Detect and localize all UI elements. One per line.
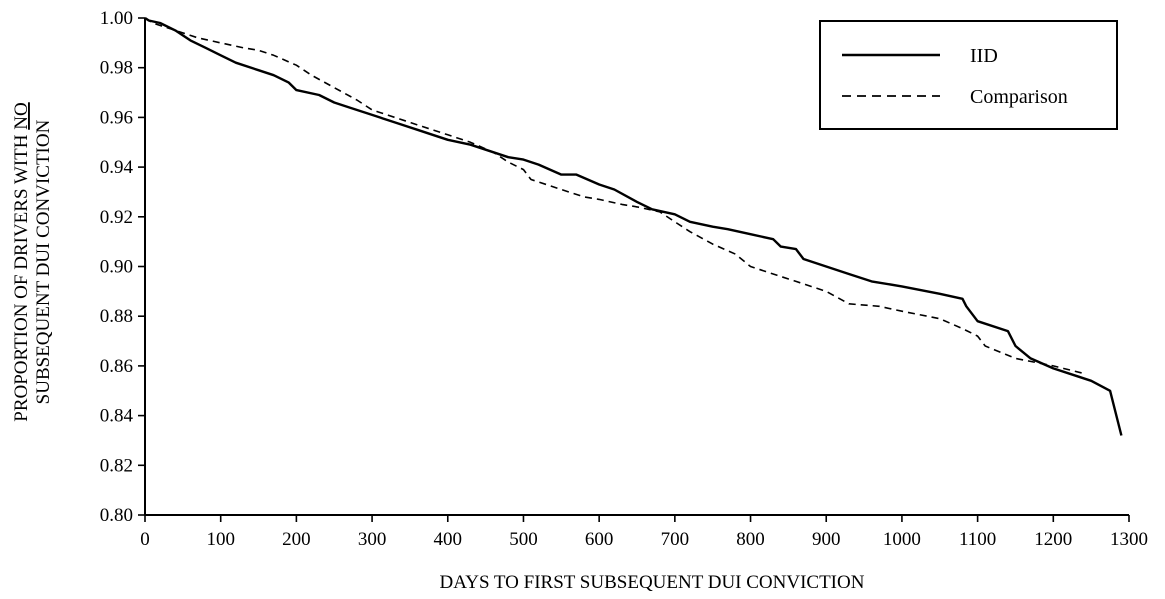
y-axis: 0.80 0.82 0.84 0.86 0.88 0.90 0.92 0.94 0.96 0.98…: [100, 8, 146, 526]
y-tick-label: 0.86: [100, 356, 133, 377]
x-tick-label: 0: [140, 529, 150, 550]
x-axis-title: DAYS TO FIRST SUBSEQUENT DUI CONVICTION: [440, 572, 865, 593]
y-tick-label: 0.98: [100, 58, 133, 79]
x-tick-label: 1200: [1034, 529, 1072, 550]
x-axis: 0 100 200 300 400 500 600 700 800 900 1000 1100 1200…: [140, 514, 1148, 550]
plot-area: [144, 16, 1123, 436]
series-line-iid: [144, 16, 1123, 436]
legend-label-comparison: Comparison: [970, 86, 1068, 108]
x-tick-label: 800: [736, 529, 765, 550]
y-tick-label: 0.92: [100, 207, 133, 228]
y-tick-label: 0.82: [100, 455, 133, 476]
series-line-comparison: [144, 17, 1084, 375]
x-tick-label: 500: [509, 529, 538, 550]
x-tick-label: 1000: [883, 529, 921, 550]
y-tick-label: 1.00: [100, 8, 133, 29]
y-axis-title-underlined-word: NO: [11, 102, 32, 129]
x-tick-label: 600: [585, 529, 614, 550]
x-tick-label: 700: [661, 529, 690, 550]
x-tick-label: 100: [206, 529, 235, 550]
x-tick-label: 300: [358, 529, 387, 550]
x-tick-label: 200: [282, 529, 311, 550]
y-tick-label: 0.88: [100, 306, 133, 327]
x-tick-label: 1100: [959, 529, 996, 550]
y-axis-title-prefix: PROPORTION OF DRIVERS WITH: [11, 130, 32, 422]
x-tick-label: 1300: [1110, 529, 1148, 550]
x-tick-label: 900: [812, 529, 841, 550]
legend-label-iid: IID: [970, 45, 998, 67]
legend: IID Comparison: [819, 20, 1118, 130]
y-tick-label: 0.96: [100, 107, 133, 128]
y-tick-label: 0.84: [100, 406, 134, 427]
y-tick-label: 0.94: [100, 157, 134, 178]
legend-box: [819, 20, 1118, 130]
y-axis-title-line1: PROPORTION OF DRIVERS WITH NO: [11, 102, 32, 421]
y-tick-label: 0.90: [100, 257, 133, 278]
y-axis-title-line2: SUBSEQUENT DUI CONVICTION: [33, 119, 54, 404]
y-tick-label: 0.80: [100, 505, 133, 526]
x-tick-label: 400: [434, 529, 463, 550]
